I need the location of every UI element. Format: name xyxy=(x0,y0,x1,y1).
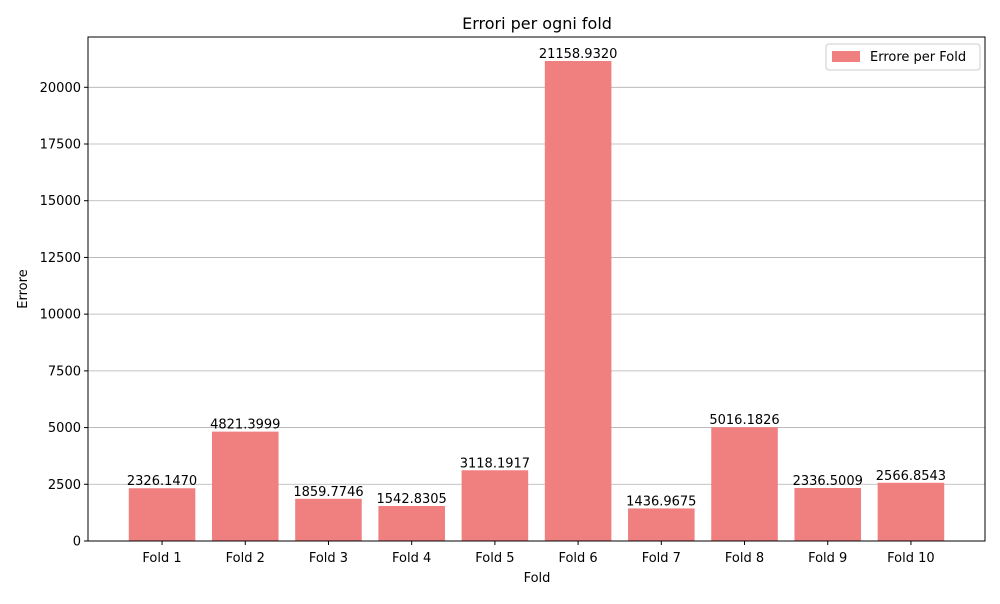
x-tick-label: Fold 5 xyxy=(475,551,514,566)
x-tick-label: Fold 6 xyxy=(558,551,597,566)
x-tick-label: Fold 2 xyxy=(226,551,265,566)
bar-value-label: 21158.9320 xyxy=(539,47,618,62)
y-axis-ticks: 0 2500 5000 7500 10000 12500 15000 17500 20000 xyxy=(40,81,88,550)
bar xyxy=(128,488,196,541)
y-tick-label: 2500 xyxy=(48,478,81,493)
bar-value-label: 3118.1917 xyxy=(460,456,530,471)
bar-value-label: 4821.3999 xyxy=(210,418,280,433)
x-tick-label: Fold 1 xyxy=(142,551,181,566)
y-tick-label: 15000 xyxy=(40,194,81,209)
bar-value-label: 1542.8305 xyxy=(377,492,447,507)
bar xyxy=(544,61,612,541)
x-axis-label: Fold xyxy=(524,571,551,586)
y-tick-label: 7500 xyxy=(48,364,81,379)
bar-value-label: 1859.7746 xyxy=(293,485,363,500)
y-axis-label: Errore xyxy=(16,269,31,308)
plot-frame xyxy=(87,36,986,542)
bar xyxy=(378,506,445,541)
bar xyxy=(628,508,695,541)
bar xyxy=(794,487,862,541)
chart-title: Errori per ogni fold xyxy=(462,14,612,33)
bar xyxy=(211,431,279,541)
bar-value-label: 2326.1470 xyxy=(127,474,197,489)
y-tick-label: 5000 xyxy=(48,421,81,436)
bar xyxy=(461,470,529,541)
x-tick-label: Fold 8 xyxy=(725,551,764,566)
y-tick-label: 12500 xyxy=(40,251,81,266)
x-tick-label: Fold 4 xyxy=(392,551,431,566)
x-tick-label: Fold 10 xyxy=(887,551,935,566)
legend-box xyxy=(825,43,981,71)
bars xyxy=(128,61,945,541)
bar-value-label: 5016.1826 xyxy=(709,413,779,428)
bar xyxy=(877,482,945,541)
x-tick-label: Fold 9 xyxy=(808,551,847,566)
legend-label: Errore per Fold xyxy=(870,50,966,65)
y-tick-label: 20000 xyxy=(40,81,81,96)
bar-value-label: 1436.9675 xyxy=(626,494,696,509)
bar-value-label: 2566.8543 xyxy=(876,469,946,484)
bar xyxy=(711,427,778,541)
x-axis-ticks: Fold 1 Fold 2 Fold 3 Fold 4 Fold 5 Fold 6 Fold… xyxy=(142,541,935,566)
bar xyxy=(295,498,362,541)
legend: Errore per Fold xyxy=(825,43,981,71)
value-labels: 2326.1470 4821.3999 1859.7746 1542.8305 3118… xyxy=(127,47,946,509)
y-tick-label: 17500 xyxy=(40,138,81,153)
bar-value-label: 2336.5009 xyxy=(793,474,863,489)
x-tick-label: Fold 3 xyxy=(309,551,348,566)
x-tick-label: Fold 7 xyxy=(642,551,681,566)
y-tick-label: 10000 xyxy=(40,308,81,323)
legend-swatch xyxy=(832,51,860,62)
y-tick-label: 0 xyxy=(73,535,81,550)
